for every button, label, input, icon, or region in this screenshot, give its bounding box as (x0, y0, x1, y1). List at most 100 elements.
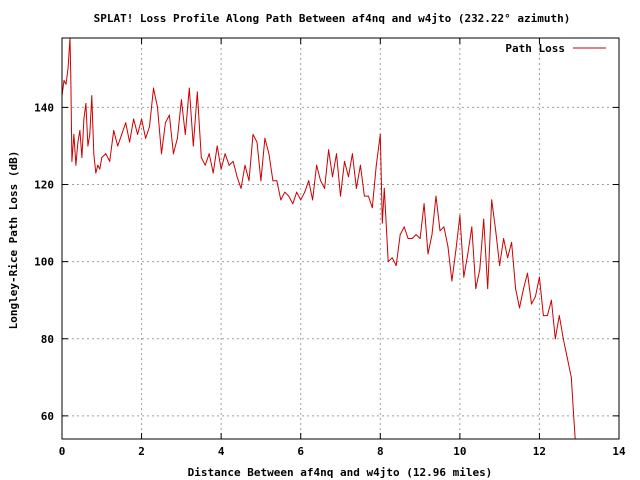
path-loss-data-point (244, 164, 246, 166)
path-loss-data-point (81, 157, 83, 158)
path-loss-data-point (288, 195, 290, 197)
path-loss-data-point (67, 68, 69, 70)
x-tick-label: 6 (297, 445, 304, 458)
path-loss-data-point (308, 180, 310, 182)
path-loss-data-point (272, 180, 274, 182)
path-loss-data-point (63, 79, 65, 81)
path-loss-data-point (91, 95, 93, 97)
path-loss-data-point (292, 203, 294, 205)
path-loss-data-point (161, 153, 162, 155)
path-loss-data-point (164, 122, 166, 124)
path-loss-data-point (248, 180, 250, 182)
path-loss-data-point (121, 133, 123, 135)
path-loss-data-point (176, 137, 178, 139)
legend-label: Path Loss (505, 42, 565, 55)
path-loss-data-point (240, 187, 242, 189)
path-loss-data-point (387, 261, 389, 263)
path-loss-data-point (93, 153, 95, 155)
path-loss-data-point (340, 195, 341, 197)
path-loss-data-point (129, 141, 131, 143)
x-tick-label: 10 (453, 445, 466, 458)
path-loss-data-point (70, 76, 72, 78)
chart-title: SPLAT! Loss Profile Along Path Between a… (94, 12, 571, 25)
path-loss-data-point (192, 145, 194, 147)
path-loss-data-point (463, 276, 465, 278)
path-loss-data-point (359, 164, 361, 166)
path-loss-data-point (407, 238, 409, 239)
path-loss-data-point (236, 176, 238, 178)
path-loss-data-point (479, 268, 481, 270)
path-loss-data-point (172, 153, 174, 155)
path-loss-data-point (117, 145, 119, 147)
path-loss-data-point (542, 315, 544, 317)
axis-ticks: 0 2 4 6 8 10 12 14 60 80 100 120 140 (34, 38, 626, 458)
path-loss-data-point (228, 164, 230, 166)
path-loss-data-point (523, 288, 524, 290)
path-loss-data-point (89, 133, 91, 135)
path-loss-data-point (296, 191, 298, 193)
path-loss-data-point (180, 99, 182, 101)
path-loss-data-point (71, 160, 73, 162)
path-loss-data-point (375, 164, 377, 166)
path-loss-data-point (312, 199, 314, 201)
path-loss-data-point (200, 157, 202, 158)
path-loss-data-point (348, 176, 349, 178)
x-tick-label: 0 (59, 445, 66, 458)
path-loss-data-point (507, 257, 509, 259)
legend: Path Loss (505, 42, 606, 55)
path-loss-data-point (328, 149, 330, 151)
path-loss-data-point (399, 234, 401, 236)
path-loss-data-point (220, 168, 222, 170)
path-loss-data-point (256, 141, 258, 143)
path-loss-data-point (268, 153, 270, 155)
path-loss-data-point (558, 315, 560, 317)
path-loss-data-point (157, 106, 158, 108)
path-loss-data-point (431, 234, 433, 236)
path-loss-data-point (79, 130, 81, 131)
path-loss-data-point (153, 87, 154, 89)
path-loss-data-point (264, 137, 266, 139)
path-loss-series-line (61, 37, 576, 440)
path-loss-data-point (101, 157, 103, 158)
path-loss-data-point (260, 180, 262, 182)
path-loss-data-point (75, 164, 77, 166)
path-loss-data-point (403, 226, 405, 228)
path-loss-data-point (538, 276, 540, 278)
path-loss-data-point (471, 226, 473, 228)
path-loss-data-point (300, 199, 302, 201)
path-loss-data-point (503, 238, 505, 239)
path-loss-data-point (320, 180, 322, 182)
series-layer (61, 37, 576, 440)
x-axis-label: Distance Between af4nq and w4jto (12.96 … (188, 466, 493, 479)
path-loss-data-point (137, 133, 139, 135)
path-loss-data-point (232, 160, 234, 162)
y-tick-label: 140 (34, 101, 54, 114)
path-loss-data-point (423, 203, 425, 205)
path-loss-data-point (419, 238, 421, 239)
y-tick-label: 60 (41, 410, 54, 423)
path-loss-data-point (550, 299, 552, 301)
path-loss-data-point (566, 357, 568, 359)
path-loss-data-point (332, 176, 333, 178)
path-loss-data-point (531, 303, 532, 305)
path-loss-data-point (515, 288, 517, 290)
path-loss-data-point (208, 153, 210, 155)
path-loss-data-point (196, 91, 198, 93)
path-loss-data-point (141, 118, 143, 120)
path-loss-data-point (495, 230, 497, 232)
path-loss-data-point (109, 160, 111, 162)
path-loss-data-point (411, 238, 413, 239)
path-loss-data-point (572, 407, 574, 409)
x-tick-label: 2 (138, 445, 145, 458)
path-loss-data-point (371, 207, 373, 209)
path-loss-data-point (304, 191, 306, 193)
path-loss-data-point (95, 172, 97, 174)
path-loss-data-point (367, 195, 369, 197)
path-loss-data-point (483, 218, 485, 220)
grid-lines (62, 38, 619, 439)
path-loss-data-point (316, 164, 318, 166)
path-loss-data-point (87, 145, 89, 147)
path-loss-data-point (447, 245, 449, 247)
path-loss-data-point (381, 222, 383, 224)
